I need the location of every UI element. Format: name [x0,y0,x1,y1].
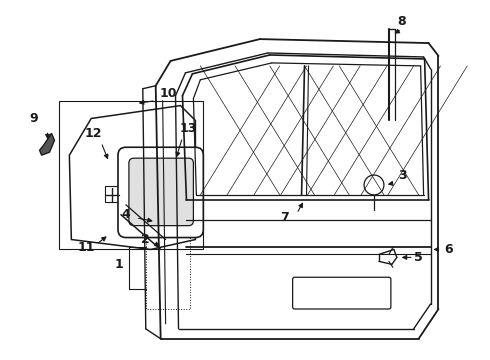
Text: 6: 6 [444,243,453,256]
Text: 8: 8 [397,15,406,28]
Text: 13: 13 [180,122,197,135]
Text: 7: 7 [280,211,289,224]
Polygon shape [40,133,54,155]
FancyBboxPatch shape [118,147,203,238]
Text: 2: 2 [142,233,150,246]
Circle shape [364,175,384,195]
Bar [59,100,203,249]
Bar [146,230,191,309]
Text: 9: 9 [29,112,38,125]
Text: 10: 10 [160,87,177,100]
Text: 4: 4 [122,208,130,221]
Bar [105,186,121,202]
Text: 12: 12 [84,127,102,140]
Text: 1: 1 [115,258,123,271]
Text: 11: 11 [77,241,95,254]
Text: 5: 5 [414,251,423,264]
FancyBboxPatch shape [129,158,194,226]
Text: 3: 3 [398,168,407,181]
